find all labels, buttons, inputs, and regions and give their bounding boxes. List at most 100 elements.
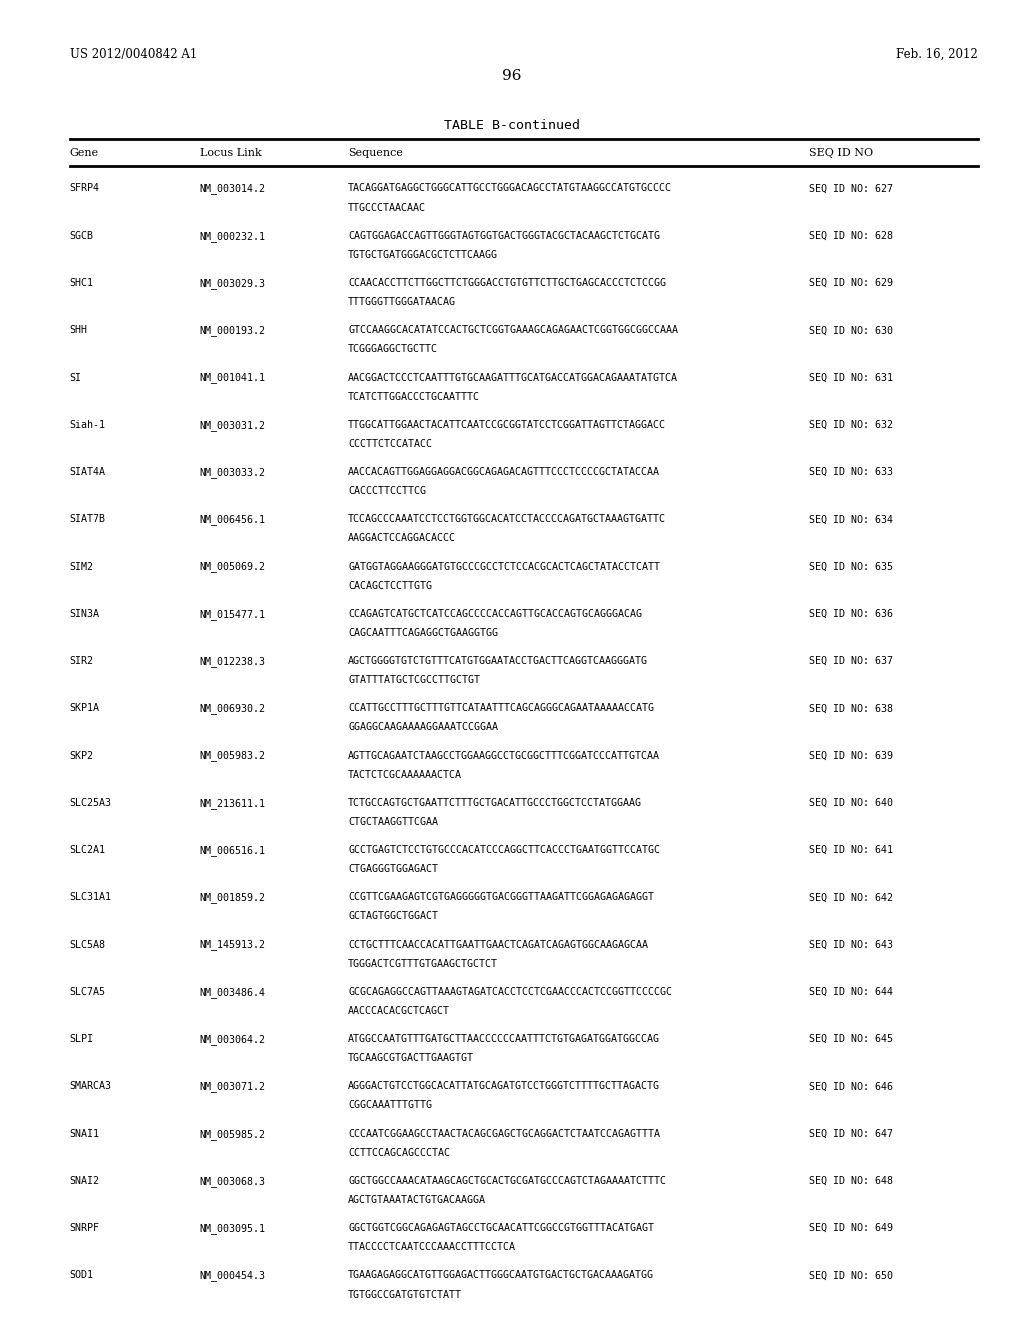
Text: AACCCACACGCTCAGCT: AACCCACACGCTCAGCT [348,1006,451,1016]
Text: NM_006516.1: NM_006516.1 [200,845,265,855]
Text: CAGTGGAGACCAGTTGGGTAGTGGTGACTGGGTACGCTACAAGCTCTGCATG: CAGTGGAGACCAGTTGGGTAGTGGTGACTGGGTACGCTAC… [348,231,660,240]
Text: SEQ ID NO: 650: SEQ ID NO: 650 [809,1270,893,1280]
Text: ATGGCCAATGTTTGATGCTTAACCCCCCAATTTCTGTGAGATGGATGGCCAG: ATGGCCAATGTTTGATGCTTAACCCCCCAATTTCTGTGAG… [348,1034,660,1044]
Text: GGCTGGTCGGCAGAGAGTAGCCTGCAACATTCGGCCGTGGTTTACATGAGT: GGCTGGTCGGCAGAGAGTAGCCTGCAACATTCGGCCGTGG… [348,1224,654,1233]
Text: GCCTGAGTCTCCTGTGCCCACATCCCAGGCTTCACCCTGAATGGTTCCATGC: GCCTGAGTCTCCTGTGCCCACATCCCAGGCTTCACCCTGA… [348,845,660,855]
Text: TGTGCTGATGGGACGCTCTTCAAGG: TGTGCTGATGGGACGCTCTTCAAGG [348,249,498,260]
Text: SEQ ID NO: 644: SEQ ID NO: 644 [809,987,893,997]
Text: SIR2: SIR2 [70,656,93,667]
Text: CAGCAATTTCAGAGGCTGAAGGTGG: CAGCAATTTCAGAGGCTGAAGGTGG [348,628,498,638]
Text: SI: SI [70,372,82,383]
Text: GCGCAGAGGCCAGTTAAAGTAGATCACCTCCTCGAACCCACTCCGGTTCCCCGC: GCGCAGAGGCCAGTTAAAGTAGATCACCTCCTCGAACCCA… [348,987,672,997]
Text: GATGGTAGGAAGGGATGTGCCCGCCTCTCCACGCACTCAGCTATACCTCATT: GATGGTAGGAAGGGATGTGCCCGCCTCTCCACGCACTCAG… [348,561,660,572]
Text: NM_003064.2: NM_003064.2 [200,1034,265,1045]
Text: SEQ ID NO: 632: SEQ ID NO: 632 [809,420,893,430]
Text: SEQ ID NO: 643: SEQ ID NO: 643 [809,940,893,949]
Text: SHH: SHH [70,325,88,335]
Text: TABLE B-continued: TABLE B-continued [444,119,580,132]
Text: NM_005985.2: NM_005985.2 [200,1129,265,1139]
Text: SEQ ID NO: 641: SEQ ID NO: 641 [809,845,893,855]
Text: SNAI1: SNAI1 [70,1129,99,1139]
Text: GCTAGTGGCTGGACT: GCTAGTGGCTGGACT [348,911,438,921]
Text: SIAT7B: SIAT7B [70,515,105,524]
Text: CACAGCTCCTTGTG: CACAGCTCCTTGTG [348,581,432,590]
Text: CTGCTAAGGTTCGAA: CTGCTAAGGTTCGAA [348,817,438,826]
Text: SNAI2: SNAI2 [70,1176,99,1185]
Text: CGGCAAATTTGTTG: CGGCAAATTTGTTG [348,1101,432,1110]
Text: TTACCCCTCAATCCCAAACCTTTCCTCA: TTACCCCTCAATCCCAAACCTTTCCTCA [348,1242,516,1253]
Text: GGAGGCAAGAAAAGGAAATCCGGAA: GGAGGCAAGAAAAGGAAATCCGGAA [348,722,498,733]
Text: SEQ ID NO: 631: SEQ ID NO: 631 [809,372,893,383]
Text: TGGGACTCGTTTGTGAAGCTGCTCT: TGGGACTCGTTTGTGAAGCTGCTCT [348,958,498,969]
Text: NM_003029.3: NM_003029.3 [200,279,265,289]
Text: TCCAGCCCAAATCCTCCTGGTGGCACATCCTACCCCAGATGCTAAAGTGATTC: TCCAGCCCAAATCCTCCTGGTGGCACATCCTACCCCAGAT… [348,515,667,524]
Text: CTGAGGGTGGAGACT: CTGAGGGTGGAGACT [348,865,438,874]
Text: AACCACAGTTGGAGGAGGACGGCAGAGACAGTTTCCCTCCCCGCTATACCAA: AACCACAGTTGGAGGAGGACGGCAGAGACAGTTTCCCTCC… [348,467,660,477]
Text: TTGCCCTAACAAC: TTGCCCTAACAAC [348,202,426,213]
Text: TCGGGAGGCTGCTTC: TCGGGAGGCTGCTTC [348,345,438,354]
Text: SLC7A5: SLC7A5 [70,987,105,997]
Text: NM_006456.1: NM_006456.1 [200,515,265,525]
Text: SEQ ID NO: 638: SEQ ID NO: 638 [809,704,893,713]
Text: SHC1: SHC1 [70,279,93,288]
Text: AGTTGCAGAATCTAAGCCTGGAAGGCCTGCGGCTTTCGGATCCCATTGTCAA: AGTTGCAGAATCTAAGCCTGGAAGGCCTGCGGCTTTCGGA… [348,751,660,760]
Text: NM_001041.1: NM_001041.1 [200,372,265,383]
Text: SEQ ID NO: 634: SEQ ID NO: 634 [809,515,893,524]
Text: NM_012238.3: NM_012238.3 [200,656,265,667]
Text: CCAGAGTCATGCTCATCCAGCCCCACCAGTTGCACCAGTGCAGGGACAG: CCAGAGTCATGCTCATCCAGCCCCACCAGTTGCACCAGTG… [348,609,642,619]
Text: CACCCTTCCTTCG: CACCCTTCCTTCG [348,486,426,496]
Text: SLC5A8: SLC5A8 [70,940,105,949]
Text: SEQ ID NO: 645: SEQ ID NO: 645 [809,1034,893,1044]
Text: AAGGACTCCAGGACACCC: AAGGACTCCAGGACACCC [348,533,456,544]
Text: SEQ ID NO: 642: SEQ ID NO: 642 [809,892,893,903]
Text: NM_015477.1: NM_015477.1 [200,609,265,619]
Text: SEQ ID NO: 640: SEQ ID NO: 640 [809,797,893,808]
Text: AGGGACTGTCCTGGCACATTATGCAGATGTCCTGGGTCTTTTGCTTAGACTG: AGGGACTGTCCTGGCACATTATGCAGATGTCCTGGGTCTT… [348,1081,660,1092]
Text: SIM2: SIM2 [70,561,93,572]
Text: TGAAGAGAGGCATGTTGGAGACTTGGGCAATGTGACTGCTGACAAAGATGG: TGAAGAGAGGCATGTTGGAGACTTGGGCAATGTGACTGCT… [348,1270,654,1280]
Text: TTGGCATTGGAACTACATTCAATCCGCGGTATCCTCGGATTAGTTCTAGGACC: TTGGCATTGGAACTACATTCAATCCGCGGTATCCTCGGAT… [348,420,667,430]
Text: US 2012/0040842 A1: US 2012/0040842 A1 [70,48,197,61]
Text: CCTGCTTTCAACCACATTGAATTGAACTCAGATCAGAGTGGCAAGAGCAA: CCTGCTTTCAACCACATTGAATTGAACTCAGATCAGAGTG… [348,940,648,949]
Text: CCCAATCGGAAGCCTAACTACAGCGAGCTGCAGGACTCTAATCCAGAGTTTA: CCCAATCGGAAGCCTAACTACAGCGAGCTGCAGGACTCTA… [348,1129,660,1139]
Text: SMARCA3: SMARCA3 [70,1081,112,1092]
Text: NM_005069.2: NM_005069.2 [200,561,265,573]
Text: SOD1: SOD1 [70,1270,93,1280]
Text: TGCAAGCGTGACTTGAAGTGT: TGCAAGCGTGACTTGAAGTGT [348,1053,474,1063]
Text: NM_003031.2: NM_003031.2 [200,420,265,430]
Text: Sequence: Sequence [348,148,403,158]
Text: NM_000454.3: NM_000454.3 [200,1270,265,1282]
Text: GTCCAAGGCACATATCCACTGCTCGGTGAAAGCAGAGAACTCGGTGGCGGCCAAA: GTCCAAGGCACATATCCACTGCTCGGTGAAAGCAGAGAAC… [348,325,678,335]
Text: SEQ ID NO: 647: SEQ ID NO: 647 [809,1129,893,1139]
Text: SEQ ID NO: SEQ ID NO [809,148,873,158]
Text: NM_003014.2: NM_003014.2 [200,183,265,194]
Text: CCTTCCAGCAGCCCTAC: CCTTCCAGCAGCCCTAC [348,1147,451,1158]
Text: GGCTGGCCAAACATAAGCAGCTGCACTGCGATGCCCAGTCTAGAAAATCTTTC: GGCTGGCCAAACATAAGCAGCTGCACTGCGATGCCCAGTC… [348,1176,667,1185]
Text: SGCB: SGCB [70,231,93,240]
Text: AGCTGGGGTGTCTGTTTCATGTGGAATACCTGACTTCAGGTCAAGGGATG: AGCTGGGGTGTCTGTTTCATGTGGAATACCTGACTTCAGG… [348,656,648,667]
Text: TCATCTTGGACCCTGCAATTTC: TCATCTTGGACCCTGCAATTTC [348,392,480,401]
Text: NM_006930.2: NM_006930.2 [200,704,265,714]
Text: SEQ ID NO: 639: SEQ ID NO: 639 [809,751,893,760]
Text: SLC31A1: SLC31A1 [70,892,112,903]
Text: SLC25A3: SLC25A3 [70,797,112,808]
Text: Feb. 16, 2012: Feb. 16, 2012 [896,48,978,61]
Text: SKP1A: SKP1A [70,704,99,713]
Text: NM_005983.2: NM_005983.2 [200,751,265,762]
Text: SEQ ID NO: 629: SEQ ID NO: 629 [809,279,893,288]
Text: NM_000193.2: NM_000193.2 [200,325,265,337]
Text: SEQ ID NO: 648: SEQ ID NO: 648 [809,1176,893,1185]
Text: AGCTGTAAATACTGTGACAAGGA: AGCTGTAAATACTGTGACAAGGA [348,1195,486,1205]
Text: CCATTGCCTTTGCTTTGTTCATAATTTCAGCAGGGCAGAATAAAAACCATG: CCATTGCCTTTGCTTTGTTCATAATTTCAGCAGGGCAGAA… [348,704,654,713]
Text: SIAT4A: SIAT4A [70,467,105,477]
Text: SLPI: SLPI [70,1034,93,1044]
Text: NM_003071.2: NM_003071.2 [200,1081,265,1092]
Text: CCGTTCGAAGAGTCGTGAGGGGGTGACGGGTTAAGATTCGGAGAGAGAGGT: CCGTTCGAAGAGTCGTGAGGGGGTGACGGGTTAAGATTCG… [348,892,654,903]
Text: SEQ ID NO: 637: SEQ ID NO: 637 [809,656,893,667]
Text: NM_003033.2: NM_003033.2 [200,467,265,478]
Text: SKP2: SKP2 [70,751,93,760]
Text: NM_003095.1: NM_003095.1 [200,1224,265,1234]
Text: SEQ ID NO: 636: SEQ ID NO: 636 [809,609,893,619]
Text: 96: 96 [502,69,522,83]
Text: NM_003068.3: NM_003068.3 [200,1176,265,1187]
